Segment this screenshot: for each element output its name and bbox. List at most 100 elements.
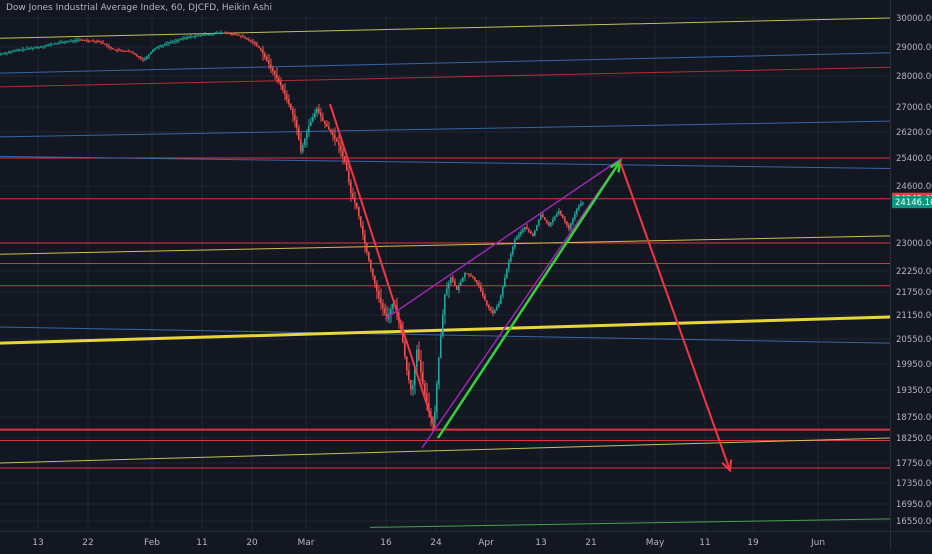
candle-body — [222, 32, 224, 34]
candle-body — [50, 44, 52, 46]
candle-body — [392, 304, 394, 309]
candle-body — [422, 371, 424, 384]
candle-body — [62, 42, 64, 44]
candle-body — [482, 290, 484, 296]
time-tick-label: 24 — [430, 538, 442, 548]
candle-body — [378, 290, 380, 298]
candle-body — [314, 112, 316, 118]
candle-body — [2, 53, 4, 55]
candle-body — [304, 138, 306, 145]
candle-body — [230, 33, 232, 35]
candle-body — [38, 47, 40, 48]
candle-body — [100, 41, 102, 43]
candle-body — [336, 138, 338, 142]
candle-body — [210, 33, 212, 35]
price-tick-label: 19950.00 — [896, 360, 932, 370]
candle-body — [504, 277, 506, 287]
candle-body — [256, 43, 258, 46]
candle-body — [214, 33, 216, 35]
candle-body — [382, 303, 384, 309]
candle-body — [498, 303, 500, 307]
time-tick-label: 13 — [535, 538, 546, 548]
candle-body — [52, 43, 54, 45]
candle-body — [500, 295, 502, 304]
candle-body — [462, 277, 464, 282]
candle-body — [470, 275, 472, 277]
candle-body — [140, 57, 142, 59]
candle-body — [362, 225, 364, 235]
candle-body — [14, 50, 16, 52]
candle-body — [36, 47, 38, 49]
candle-body — [300, 139, 302, 152]
projection-arrow — [619, 161, 731, 471]
candle-body — [22, 49, 24, 51]
price-tick-label: 24600.00 — [896, 182, 932, 192]
candle-body — [572, 218, 574, 224]
candle-body — [472, 276, 474, 278]
candle-body — [344, 156, 346, 162]
price-tick-label: 28000.00 — [896, 72, 932, 82]
candle-body — [520, 231, 522, 235]
sloped-line — [0, 326, 891, 344]
candle-body — [56, 43, 58, 45]
candle-body — [16, 50, 18, 52]
candle-body — [268, 60, 270, 65]
candle-body — [324, 120, 326, 124]
price-tick-label: 23000.00 — [896, 239, 932, 249]
price-tick-label: 21150.00 — [896, 311, 932, 321]
time-tick-label: 21 — [585, 538, 596, 548]
candle-body — [574, 214, 576, 219]
candle-body — [68, 41, 70, 43]
candle-body — [156, 47, 158, 49]
candle-body — [350, 181, 352, 194]
candle-body — [280, 81, 282, 86]
price-tick-label: 18750.00 — [896, 413, 932, 423]
candle-body — [434, 412, 436, 423]
candle-body — [384, 308, 386, 314]
price-tick-label: 18250.00 — [896, 434, 932, 444]
sloped-line — [0, 315, 891, 345]
candle-body — [436, 384, 438, 413]
candle-body — [182, 38, 184, 40]
candle-body — [546, 219, 548, 223]
candle-body — [290, 103, 292, 110]
candle-body — [112, 48, 114, 50]
candle-body — [240, 35, 242, 37]
price-tick-label: 27000.00 — [896, 103, 932, 113]
candle-body — [518, 234, 520, 237]
candle-body — [352, 193, 354, 198]
price-label: 24146.10 — [895, 198, 932, 208]
candle-body — [356, 202, 358, 208]
candle-body — [360, 216, 362, 226]
price-tick-label: 16550.00 — [896, 517, 932, 527]
candle-body — [208, 33, 210, 35]
candle-body — [442, 314, 444, 336]
candle-body — [358, 207, 360, 217]
candle-body — [10, 51, 12, 53]
candle-body — [328, 126, 330, 130]
candle-body — [480, 285, 482, 291]
candle-body — [426, 393, 428, 403]
candle-body — [260, 47, 262, 50]
candle-body — [580, 203, 582, 207]
candle-body — [424, 383, 426, 393]
candle-body — [88, 40, 90, 42]
candle-body — [238, 35, 240, 37]
candle-body — [374, 276, 376, 284]
candle-body — [254, 42, 256, 44]
candle-body — [76, 40, 78, 42]
candle-body — [454, 281, 456, 286]
candle-body — [534, 230, 536, 236]
candle-body — [508, 261, 510, 270]
price-tick-label: 30000.00 — [896, 14, 932, 24]
candle-body — [414, 367, 416, 386]
candle-body — [282, 85, 284, 90]
candle-body — [466, 273, 468, 275]
candle-body — [246, 38, 248, 40]
time-tick-label: 19 — [747, 538, 759, 548]
candle-body — [82, 39, 84, 41]
candle-body — [582, 202, 584, 204]
candle-body — [60, 42, 62, 44]
